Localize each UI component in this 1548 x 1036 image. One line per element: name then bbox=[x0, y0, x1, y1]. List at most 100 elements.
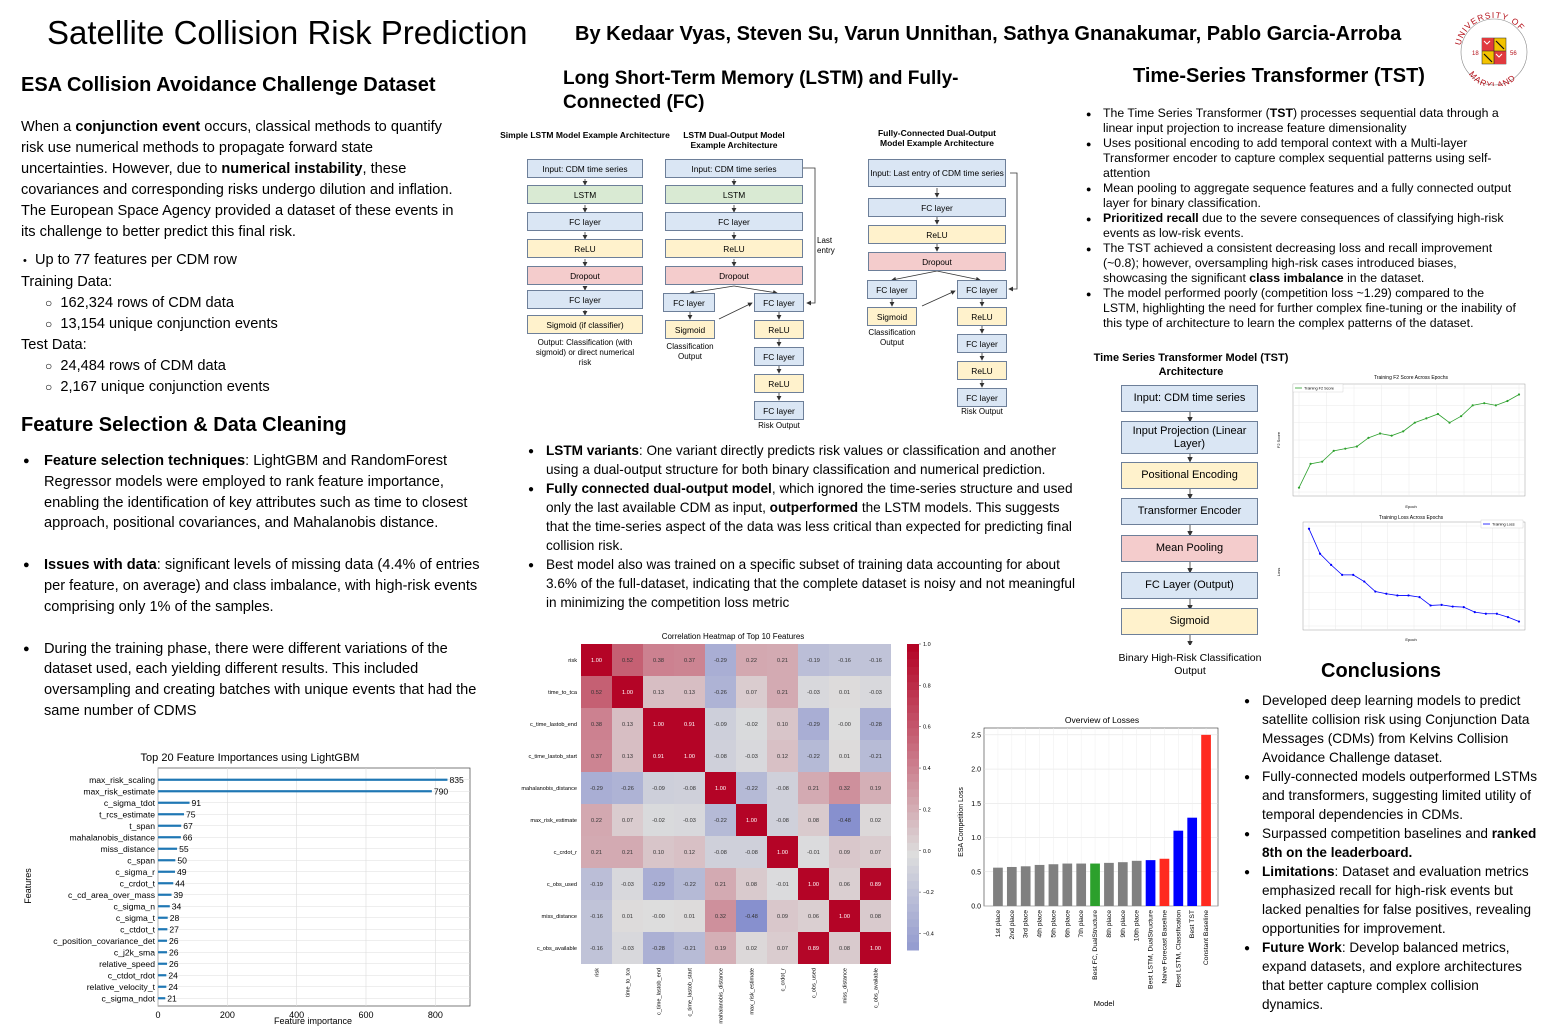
bar bbox=[1117, 862, 1128, 906]
heatmap-cell bbox=[581, 836, 612, 868]
diagram-arrows bbox=[582, 167, 1018, 401]
bar bbox=[1020, 866, 1031, 906]
cell-value: 0.08 bbox=[808, 818, 819, 824]
heatmap-cell bbox=[829, 708, 860, 740]
data-label: 26 bbox=[169, 936, 179, 946]
heatmap-cell bbox=[767, 708, 798, 740]
heatmap-cell bbox=[674, 708, 705, 740]
arch3-class-output: Classification Output bbox=[868, 328, 916, 347]
lstm-heading: Long Short-Term Memory (LSTM) and Fully-… bbox=[563, 68, 959, 113]
y-tick-label: c_sigma_n bbox=[113, 901, 155, 911]
cell-value: 0.38 bbox=[653, 658, 664, 664]
cell-value: -0.03 bbox=[807, 690, 820, 696]
heatmap-cell bbox=[612, 868, 643, 900]
x-axis-label: Model bbox=[1094, 999, 1115, 1008]
colorbar-segment bbox=[907, 735, 919, 744]
cell-value: 0.01 bbox=[622, 914, 633, 920]
data-label: 39 bbox=[174, 890, 184, 900]
colorbar-label: 0.0 bbox=[923, 849, 931, 855]
bar bbox=[158, 939, 168, 942]
bar bbox=[158, 916, 168, 919]
cell-value: -0.48 bbox=[838, 818, 851, 824]
bar bbox=[1090, 863, 1100, 906]
colorbar-segment bbox=[907, 728, 919, 737]
bar bbox=[158, 778, 448, 781]
heatmap-cell bbox=[643, 708, 674, 740]
cell-value: 0.22 bbox=[591, 818, 602, 824]
x-tick-label: Best LSTM, DualStructure bbox=[1148, 910, 1155, 989]
cell-value: 0.12 bbox=[684, 850, 695, 856]
bar bbox=[158, 813, 184, 816]
heatmap-cell bbox=[798, 836, 829, 868]
cell-value: -0.29 bbox=[652, 882, 665, 888]
cell-value: -0.00 bbox=[838, 722, 851, 728]
row-label: c_time_lastob_end bbox=[530, 722, 577, 728]
cell-value: -0.19 bbox=[807, 658, 820, 664]
col-label: max_risk_estimate bbox=[750, 968, 756, 1015]
colorbar-segment bbox=[907, 865, 919, 874]
heatmap-cell bbox=[705, 868, 736, 900]
x-tick-label: 3rd place bbox=[1023, 910, 1030, 938]
x-tick-label: 6th place bbox=[1064, 910, 1071, 938]
colorbar-label: 1.0 bbox=[923, 642, 931, 648]
heatmap-cell bbox=[860, 772, 891, 804]
conclusions-heading: Conclusions bbox=[1321, 660, 1442, 682]
bar bbox=[158, 997, 166, 1000]
row-label: risk bbox=[568, 658, 577, 664]
colorbar-segment bbox=[907, 812, 919, 821]
data-point bbox=[1363, 580, 1366, 583]
dataset-heading: ESA Collision Avoidance Challenge Datase… bbox=[21, 74, 436, 96]
data-point bbox=[1440, 603, 1443, 606]
cell-value: 0.91 bbox=[684, 722, 695, 728]
data-label: 66 bbox=[183, 832, 193, 842]
cell-value: 0.21 bbox=[777, 690, 788, 696]
heatmap-cell bbox=[612, 708, 643, 740]
heatmap-cell bbox=[829, 900, 860, 932]
heatmap-cell bbox=[674, 772, 705, 804]
heatmap-cell bbox=[736, 772, 767, 804]
colorbar-segment bbox=[907, 873, 919, 882]
arch3-relu-right-2: ReLU bbox=[957, 361, 1007, 380]
heatmap-cell bbox=[860, 804, 891, 836]
heatmap-cell bbox=[581, 932, 612, 964]
cell-value: 0.06 bbox=[808, 914, 819, 920]
heatmap-cell bbox=[643, 804, 674, 836]
arch1-fc2: FC layer bbox=[527, 290, 643, 309]
colorbar-segment bbox=[907, 934, 919, 943]
heatmap-cell bbox=[612, 804, 643, 836]
y-tick-label: 1.5 bbox=[971, 801, 981, 808]
bar bbox=[158, 847, 178, 850]
cell-value: -0.26 bbox=[714, 690, 727, 696]
colorbar-segment bbox=[907, 819, 919, 829]
data-point bbox=[1471, 404, 1474, 407]
bar bbox=[158, 870, 175, 873]
cell-value: 1.00 bbox=[870, 946, 881, 952]
data-label: 44 bbox=[175, 878, 185, 888]
cell-value: 0.89 bbox=[808, 946, 819, 952]
bar bbox=[993, 867, 1003, 906]
heatmap-cell bbox=[705, 772, 736, 804]
data-point bbox=[1413, 421, 1416, 424]
cell-value: 0.13 bbox=[622, 754, 633, 760]
cell-value: -0.09 bbox=[652, 786, 665, 792]
colorbar-segment bbox=[907, 644, 919, 653]
data-point bbox=[1402, 430, 1405, 433]
data-label: 24 bbox=[168, 970, 178, 980]
colorbar-label: 0.6 bbox=[923, 725, 931, 731]
heatmap-cell bbox=[767, 900, 798, 932]
row-label: c_obs_available bbox=[537, 946, 577, 952]
data-point bbox=[1352, 573, 1355, 576]
heatmap-cell bbox=[860, 676, 891, 708]
losses-chart: Overview of Losses Model ESA Competition… bbox=[958, 715, 1219, 1008]
cell-value: -0.16 bbox=[590, 946, 603, 952]
poster-title: Satellite Collision Risk Prediction bbox=[47, 14, 528, 51]
heatmap-cell bbox=[612, 772, 643, 804]
y-tick-label: mahalanobis_distance bbox=[69, 832, 155, 842]
heatmap-cell bbox=[736, 932, 767, 964]
f2-score-chart: Training F2 Score Across Epochs Epoch F2… bbox=[1276, 375, 1526, 509]
y-tick-label: relative_velocity_t bbox=[87, 982, 156, 992]
list-item: Issues with data: significant levels of … bbox=[23, 555, 491, 617]
arch2-class-output: Classification Output bbox=[666, 342, 714, 361]
y-tick-label: 0.0 bbox=[971, 904, 981, 911]
heatmap-cell bbox=[767, 868, 798, 900]
